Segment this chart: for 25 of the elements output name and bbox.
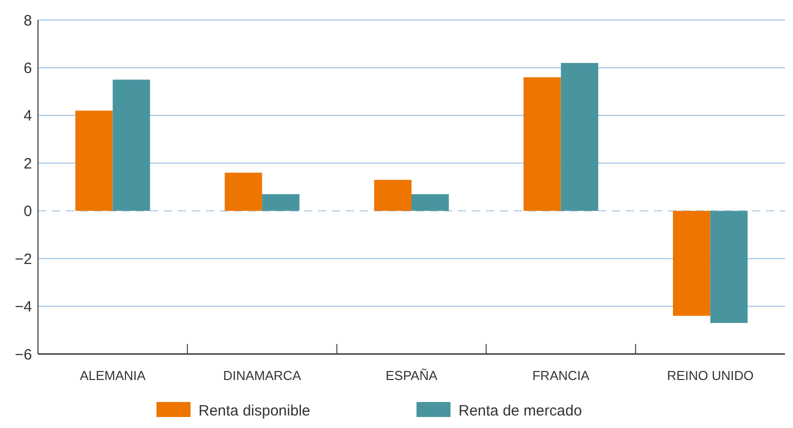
x-tick-label: ESPAÑA [386, 368, 438, 383]
y-tick-label: 6 [24, 60, 32, 77]
x-tick-label: DINAMARCA [223, 368, 302, 383]
bar [75, 110, 113, 211]
bar [412, 194, 449, 211]
legend-label: Renta disponible [198, 402, 310, 420]
y-tick-label: 0 [24, 203, 32, 220]
y-tick-label: 4 [24, 108, 32, 125]
x-tick-label: REINO UNIDO [666, 368, 754, 383]
bar [374, 180, 412, 211]
bar [710, 210, 748, 323]
bar [672, 210, 710, 316]
y-tick-label: 2 [24, 155, 32, 172]
bar [112, 80, 150, 211]
legend-label: Renta de mercado [458, 402, 582, 420]
x-tick-label: ALEMANIA [80, 368, 146, 383]
bar [524, 77, 561, 211]
x-tick-label: FRANCIA [532, 368, 590, 383]
y-tick-label: −2 [14, 250, 32, 268]
bar [262, 194, 300, 211]
y-tick-label: 8 [24, 12, 32, 30]
bar [560, 62, 598, 211]
bar [224, 172, 262, 211]
y-tick-label: −6 [14, 346, 32, 364]
y-tick-label: −4 [14, 298, 32, 316]
